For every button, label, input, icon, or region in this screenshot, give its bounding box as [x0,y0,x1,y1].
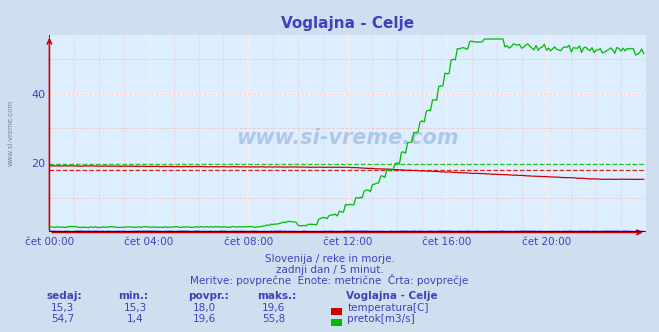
Text: www.si-vreme.com: www.si-vreme.com [8,100,14,166]
Text: maks.:: maks.: [257,291,297,301]
Text: min.:: min.: [119,291,149,301]
Text: 19,6: 19,6 [262,303,285,313]
Text: temperatura[C]: temperatura[C] [347,303,429,313]
Text: pretok[m3/s]: pretok[m3/s] [347,314,415,324]
Text: zadnji dan / 5 minut.: zadnji dan / 5 minut. [275,265,384,275]
Text: sedaj:: sedaj: [46,291,82,301]
Text: 19,6: 19,6 [192,314,216,324]
Text: Voglajna - Celje: Voglajna - Celje [346,291,438,301]
Text: www.si-vreme.com: www.si-vreme.com [237,127,459,148]
Text: 1,4: 1,4 [127,314,144,324]
Text: povpr.:: povpr.: [188,291,229,301]
Text: 55,8: 55,8 [262,314,285,324]
Text: 15,3: 15,3 [51,303,74,313]
Text: Meritve: povprečne  Enote: metrične  Črta: povprečje: Meritve: povprečne Enote: metrične Črta:… [190,274,469,286]
Text: Slovenija / reke in morje.: Slovenija / reke in morje. [264,254,395,264]
Title: Voglajna - Celje: Voglajna - Celje [281,16,415,31]
Text: 15,3: 15,3 [123,303,147,313]
Text: 18,0: 18,0 [192,303,216,313]
Text: 54,7: 54,7 [51,314,74,324]
